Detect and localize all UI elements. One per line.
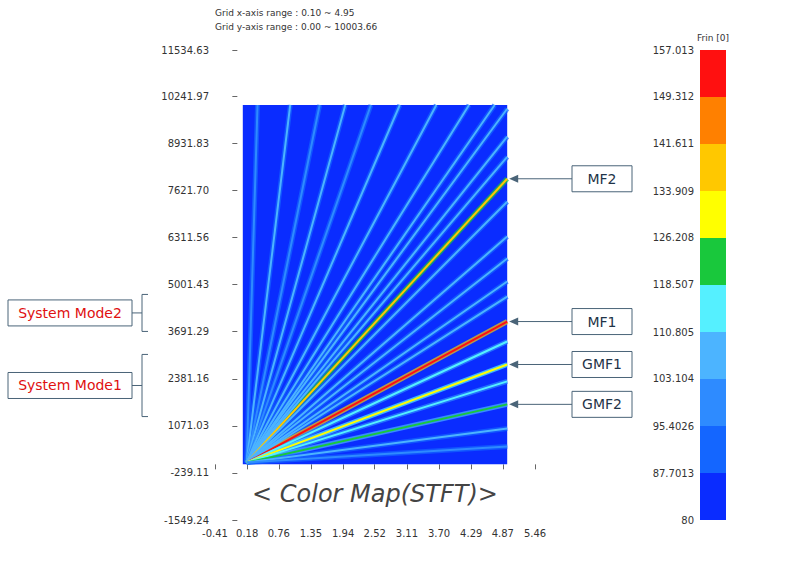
svg-text:-239.11: -239.11 [170,467,209,478]
svg-text:GMF1: GMF1 [582,356,622,372]
svg-text:103.104: 103.104 [653,373,694,384]
svg-text:157.013: 157.013 [653,45,694,56]
svg-text:System Mode2: System Mode2 [18,305,122,321]
svg-text:Frin [0]: Frin [0] [697,33,729,43]
svg-text:1.94: 1.94 [332,528,354,539]
svg-text:4.29: 4.29 [460,528,482,539]
svg-text:-1549.24: -1549.24 [164,515,209,526]
svg-text:Grid x-axis range : 0.10 ~ 4.9: Grid x-axis range : 0.10 ~ 4.95 [215,8,354,18]
svg-text:0.18: 0.18 [236,528,258,539]
svg-text:MF2: MF2 [587,171,616,187]
svg-text:< Color Map(STFT)>: < Color Map(STFT)> [252,480,498,508]
svg-text:118.507: 118.507 [653,279,694,290]
svg-text:80: 80 [681,515,694,526]
svg-text:4.87: 4.87 [492,528,514,539]
svg-text:141.611: 141.611 [653,138,694,149]
svg-text:95.4026: 95.4026 [653,421,694,432]
svg-text:-0.41: -0.41 [202,528,228,539]
svg-text:3.11: 3.11 [396,528,418,539]
svg-text:GMF2: GMF2 [582,396,622,412]
svg-text:10241.97: 10241.97 [161,91,209,102]
svg-text:11534.63: 11534.63 [161,45,209,56]
svg-text:5001.43: 5001.43 [168,279,209,290]
svg-text:133.909: 133.909 [653,186,694,197]
svg-text:1.35: 1.35 [300,528,322,539]
svg-text:7621.70: 7621.70 [168,185,209,196]
svg-text:8931.83: 8931.83 [168,138,209,149]
svg-text:2.52: 2.52 [364,528,386,539]
svg-text:3.70: 3.70 [428,528,450,539]
svg-text:87.7013: 87.7013 [653,468,694,479]
svg-text:1071.03: 1071.03 [168,420,209,431]
svg-text:System Mode1: System Mode1 [18,377,122,393]
svg-text:126.208: 126.208 [653,232,694,243]
svg-text:MF1: MF1 [587,314,616,330]
svg-text:Grid y-axis range : 0.00 ~ 100: Grid y-axis range : 0.00 ~ 10003.66 [215,22,377,32]
svg-text:2381.16: 2381.16 [168,373,209,384]
svg-text:6311.56: 6311.56 [168,232,209,243]
svg-text:5.46: 5.46 [524,528,546,539]
svg-text:0.76: 0.76 [268,528,290,539]
svg-text:110.805: 110.805 [653,327,694,338]
svg-text:149.312: 149.312 [653,91,694,102]
svg-text:3691.29: 3691.29 [168,326,209,337]
